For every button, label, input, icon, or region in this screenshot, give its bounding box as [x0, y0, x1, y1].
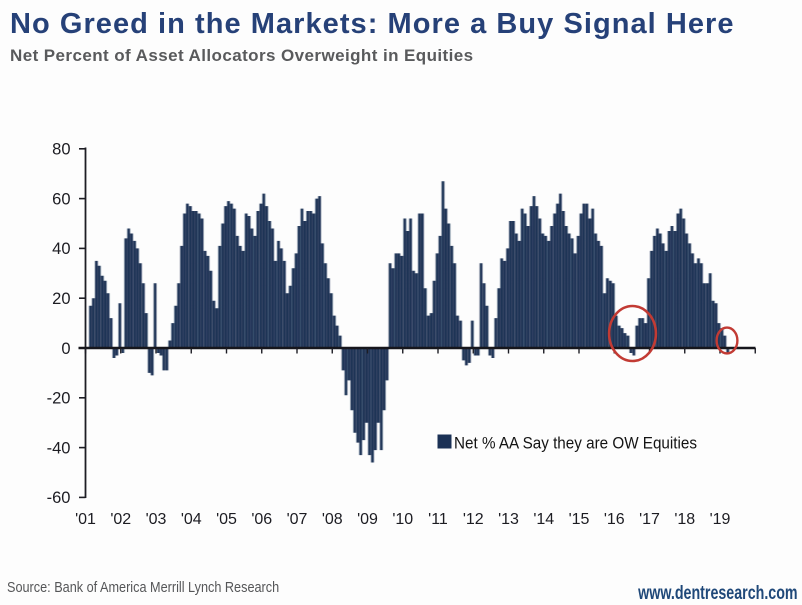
svg-text:'06: '06	[251, 511, 272, 528]
svg-text:'16: '16	[604, 511, 625, 528]
svg-text:'11: '11	[428, 511, 448, 528]
svg-text:20: 20	[52, 290, 70, 308]
svg-text:0: 0	[61, 340, 70, 358]
svg-text:Net % AA Say they are OW Equit: Net % AA Say they are OW Equities	[454, 435, 697, 453]
svg-text:'14: '14	[533, 511, 554, 528]
svg-text:'02: '02	[110, 511, 131, 528]
svg-text:80: 80	[52, 141, 70, 159]
svg-text:'08: '08	[322, 511, 343, 528]
svg-text:'19: '19	[710, 511, 731, 528]
svg-text:'03: '03	[146, 511, 167, 528]
svg-text:'13: '13	[498, 511, 519, 528]
svg-text:60: 60	[52, 190, 70, 208]
svg-text:'01: '01	[75, 511, 96, 528]
svg-text:'18: '18	[674, 511, 695, 528]
svg-text:'15: '15	[569, 511, 590, 528]
svg-text:'07: '07	[287, 511, 308, 528]
svg-text:-60: -60	[47, 489, 71, 507]
svg-text:-40: -40	[47, 439, 71, 457]
svg-text:'04: '04	[181, 511, 202, 528]
svg-text:'12: '12	[463, 511, 484, 528]
svg-text:40: 40	[52, 240, 70, 258]
svg-text:-20: -20	[47, 390, 71, 408]
svg-text:'10: '10	[392, 511, 413, 528]
svg-text:'17: '17	[639, 511, 660, 528]
svg-text:'05: '05	[216, 511, 237, 528]
svg-text:'09: '09	[357, 511, 378, 528]
